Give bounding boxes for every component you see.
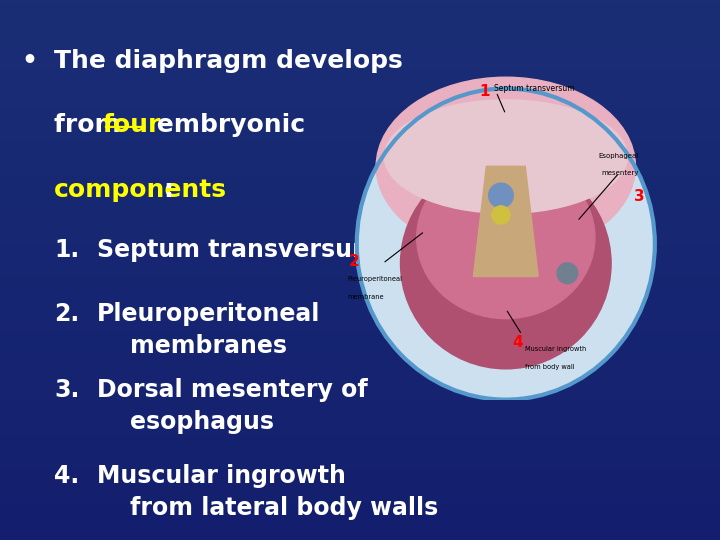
Text: Dorsal mesentery of
    esophagus: Dorsal mesentery of esophagus	[97, 378, 368, 434]
Text: The diaphragm develops: The diaphragm develops	[54, 49, 402, 72]
Ellipse shape	[384, 100, 627, 213]
Text: components: components	[54, 178, 227, 202]
Text: Muscular ingrowth
    from lateral body walls: Muscular ingrowth from lateral body wall…	[97, 464, 438, 520]
Text: 3.: 3.	[54, 378, 79, 402]
Ellipse shape	[376, 77, 636, 255]
Text: embryonic: embryonic	[148, 113, 305, 137]
Text: Septum transversum: Septum transversum	[495, 84, 575, 93]
Text: Esophageal: Esophageal	[598, 153, 639, 159]
Text: 4.: 4.	[54, 464, 79, 488]
Ellipse shape	[357, 89, 655, 400]
Circle shape	[557, 263, 577, 284]
Text: Muscular ingrowth: Muscular ingrowth	[525, 346, 587, 352]
Text: 3: 3	[634, 189, 645, 204]
Text: 4: 4	[513, 335, 523, 350]
Text: four: four	[103, 113, 161, 137]
Text: from: from	[54, 113, 130, 137]
Text: Pleuroperitoneal: Pleuroperitoneal	[347, 276, 402, 282]
Text: 1: 1	[480, 84, 490, 99]
Text: •: •	[22, 49, 37, 72]
Text: 2: 2	[348, 254, 359, 269]
Text: :: :	[163, 178, 174, 202]
Text: from body wall: from body wall	[525, 364, 575, 370]
Text: Septum transversum: Septum transversum	[97, 238, 377, 261]
Text: 1.: 1.	[54, 238, 79, 261]
Ellipse shape	[417, 157, 595, 319]
Polygon shape	[474, 166, 538, 276]
Text: membrane: membrane	[347, 294, 384, 300]
Text: 2.: 2.	[54, 302, 79, 326]
Circle shape	[489, 183, 513, 208]
Text: Pleuroperitoneal
    membranes: Pleuroperitoneal membranes	[97, 302, 320, 358]
Text: mesentery: mesentery	[601, 170, 639, 176]
Circle shape	[492, 206, 510, 224]
Ellipse shape	[400, 158, 611, 369]
